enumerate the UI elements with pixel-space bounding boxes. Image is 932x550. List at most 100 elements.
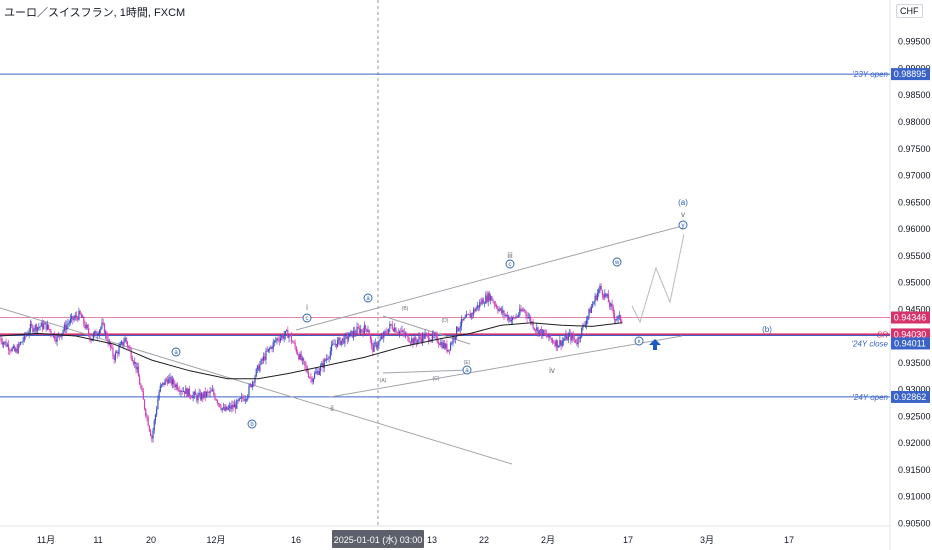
candle-body xyxy=(498,309,500,311)
candle-body xyxy=(417,339,419,343)
candle-body xyxy=(377,345,379,348)
candle-body xyxy=(83,316,85,325)
candle-body xyxy=(253,381,255,383)
level-price-tag xyxy=(891,311,930,324)
candle-body xyxy=(423,334,425,339)
candle-body xyxy=(562,340,565,342)
candle-body xyxy=(425,333,427,335)
candle-body xyxy=(521,309,523,312)
price-tick-label: 0.93500 xyxy=(898,358,931,368)
candle-body xyxy=(269,348,271,350)
up-arrow-icon xyxy=(649,339,661,350)
candle-body xyxy=(375,342,378,348)
candle-body xyxy=(519,308,521,316)
candle-body xyxy=(248,386,250,396)
price-axis: 0.90500 0.91000 0.91500 0.92000 0.92500 0.930… xyxy=(898,37,931,529)
candle-body xyxy=(551,339,554,343)
candle-body xyxy=(474,309,476,312)
candle-body xyxy=(316,370,318,373)
candle-body xyxy=(220,406,222,410)
wave-label: a xyxy=(465,368,469,374)
candle-body xyxy=(227,407,229,410)
candle-body xyxy=(602,295,605,298)
candle-body xyxy=(367,330,369,332)
candle-body xyxy=(40,322,42,327)
level-price-tag xyxy=(891,337,930,350)
candle-body xyxy=(259,364,261,371)
candle-body xyxy=(320,365,322,372)
candle-body xyxy=(151,435,153,439)
time-tick-label: 11 xyxy=(93,535,102,545)
candles xyxy=(0,282,623,443)
candle-body xyxy=(568,333,571,335)
candle-body xyxy=(566,334,568,341)
currency-badge[interactable]: CHF xyxy=(896,4,923,18)
upper-channel-line xyxy=(295,225,683,331)
candle-body xyxy=(198,392,200,396)
candle-body xyxy=(418,336,420,340)
wave-label: a xyxy=(174,350,178,356)
candle-body xyxy=(119,343,121,347)
candle-body xyxy=(254,376,256,383)
candle-body xyxy=(156,408,158,415)
candle-body xyxy=(262,356,265,361)
price-tick-label: 0.97500 xyxy=(898,144,931,154)
candle-body xyxy=(356,327,358,334)
candle-body xyxy=(272,342,274,349)
level-name-label: '23Y open xyxy=(852,70,888,79)
candle-body xyxy=(594,295,596,302)
candle-body xyxy=(149,430,152,436)
price-tick-label: 0.90500 xyxy=(898,518,931,528)
candle-body xyxy=(190,395,192,398)
candle-body xyxy=(141,388,143,392)
candle-body xyxy=(428,334,430,342)
candle-body xyxy=(278,339,280,342)
candle-body xyxy=(605,293,607,297)
candle-body xyxy=(402,330,404,333)
candle-body xyxy=(241,396,243,399)
candle-body xyxy=(84,324,86,329)
candle-body xyxy=(583,324,585,326)
candle-body xyxy=(596,293,599,300)
candle-body xyxy=(44,322,46,325)
candle-body xyxy=(526,314,528,319)
candle-body xyxy=(600,285,602,291)
candle-body xyxy=(443,342,446,349)
candle-body xyxy=(447,349,449,352)
candle-body xyxy=(313,373,316,379)
time-tick-label: 17 xyxy=(623,535,633,545)
wave-label: i xyxy=(306,303,308,312)
wave-label-circle xyxy=(171,347,181,357)
candle-body xyxy=(214,394,216,400)
candle-body xyxy=(47,324,50,329)
candle-body xyxy=(445,343,447,349)
candle-body xyxy=(299,353,301,360)
time-tick-label: 17 xyxy=(784,535,794,545)
candle-body xyxy=(490,296,492,301)
candle-body xyxy=(485,295,487,304)
time-tick-label: 20 xyxy=(146,535,156,545)
candle-body xyxy=(106,332,108,340)
candle-body xyxy=(350,331,352,333)
candle-body xyxy=(49,328,51,331)
candle-body xyxy=(196,395,198,401)
candle-body xyxy=(395,327,397,333)
candle-body xyxy=(157,399,159,409)
candle-body xyxy=(165,379,167,381)
candle-body xyxy=(441,341,443,349)
candle-body xyxy=(460,319,463,327)
candle-body xyxy=(309,377,311,378)
candle-body xyxy=(468,313,470,315)
candle-body xyxy=(436,334,438,343)
candle-body xyxy=(599,285,601,290)
candle-body xyxy=(451,343,453,345)
candle-body xyxy=(147,416,149,426)
candle-body xyxy=(543,329,545,334)
candle-body xyxy=(400,331,402,333)
time-tick-label: 22 xyxy=(479,535,489,545)
candle-body xyxy=(392,329,395,332)
candle-body xyxy=(411,338,413,343)
wave-label: ii xyxy=(330,404,334,413)
candle-body xyxy=(510,319,512,322)
